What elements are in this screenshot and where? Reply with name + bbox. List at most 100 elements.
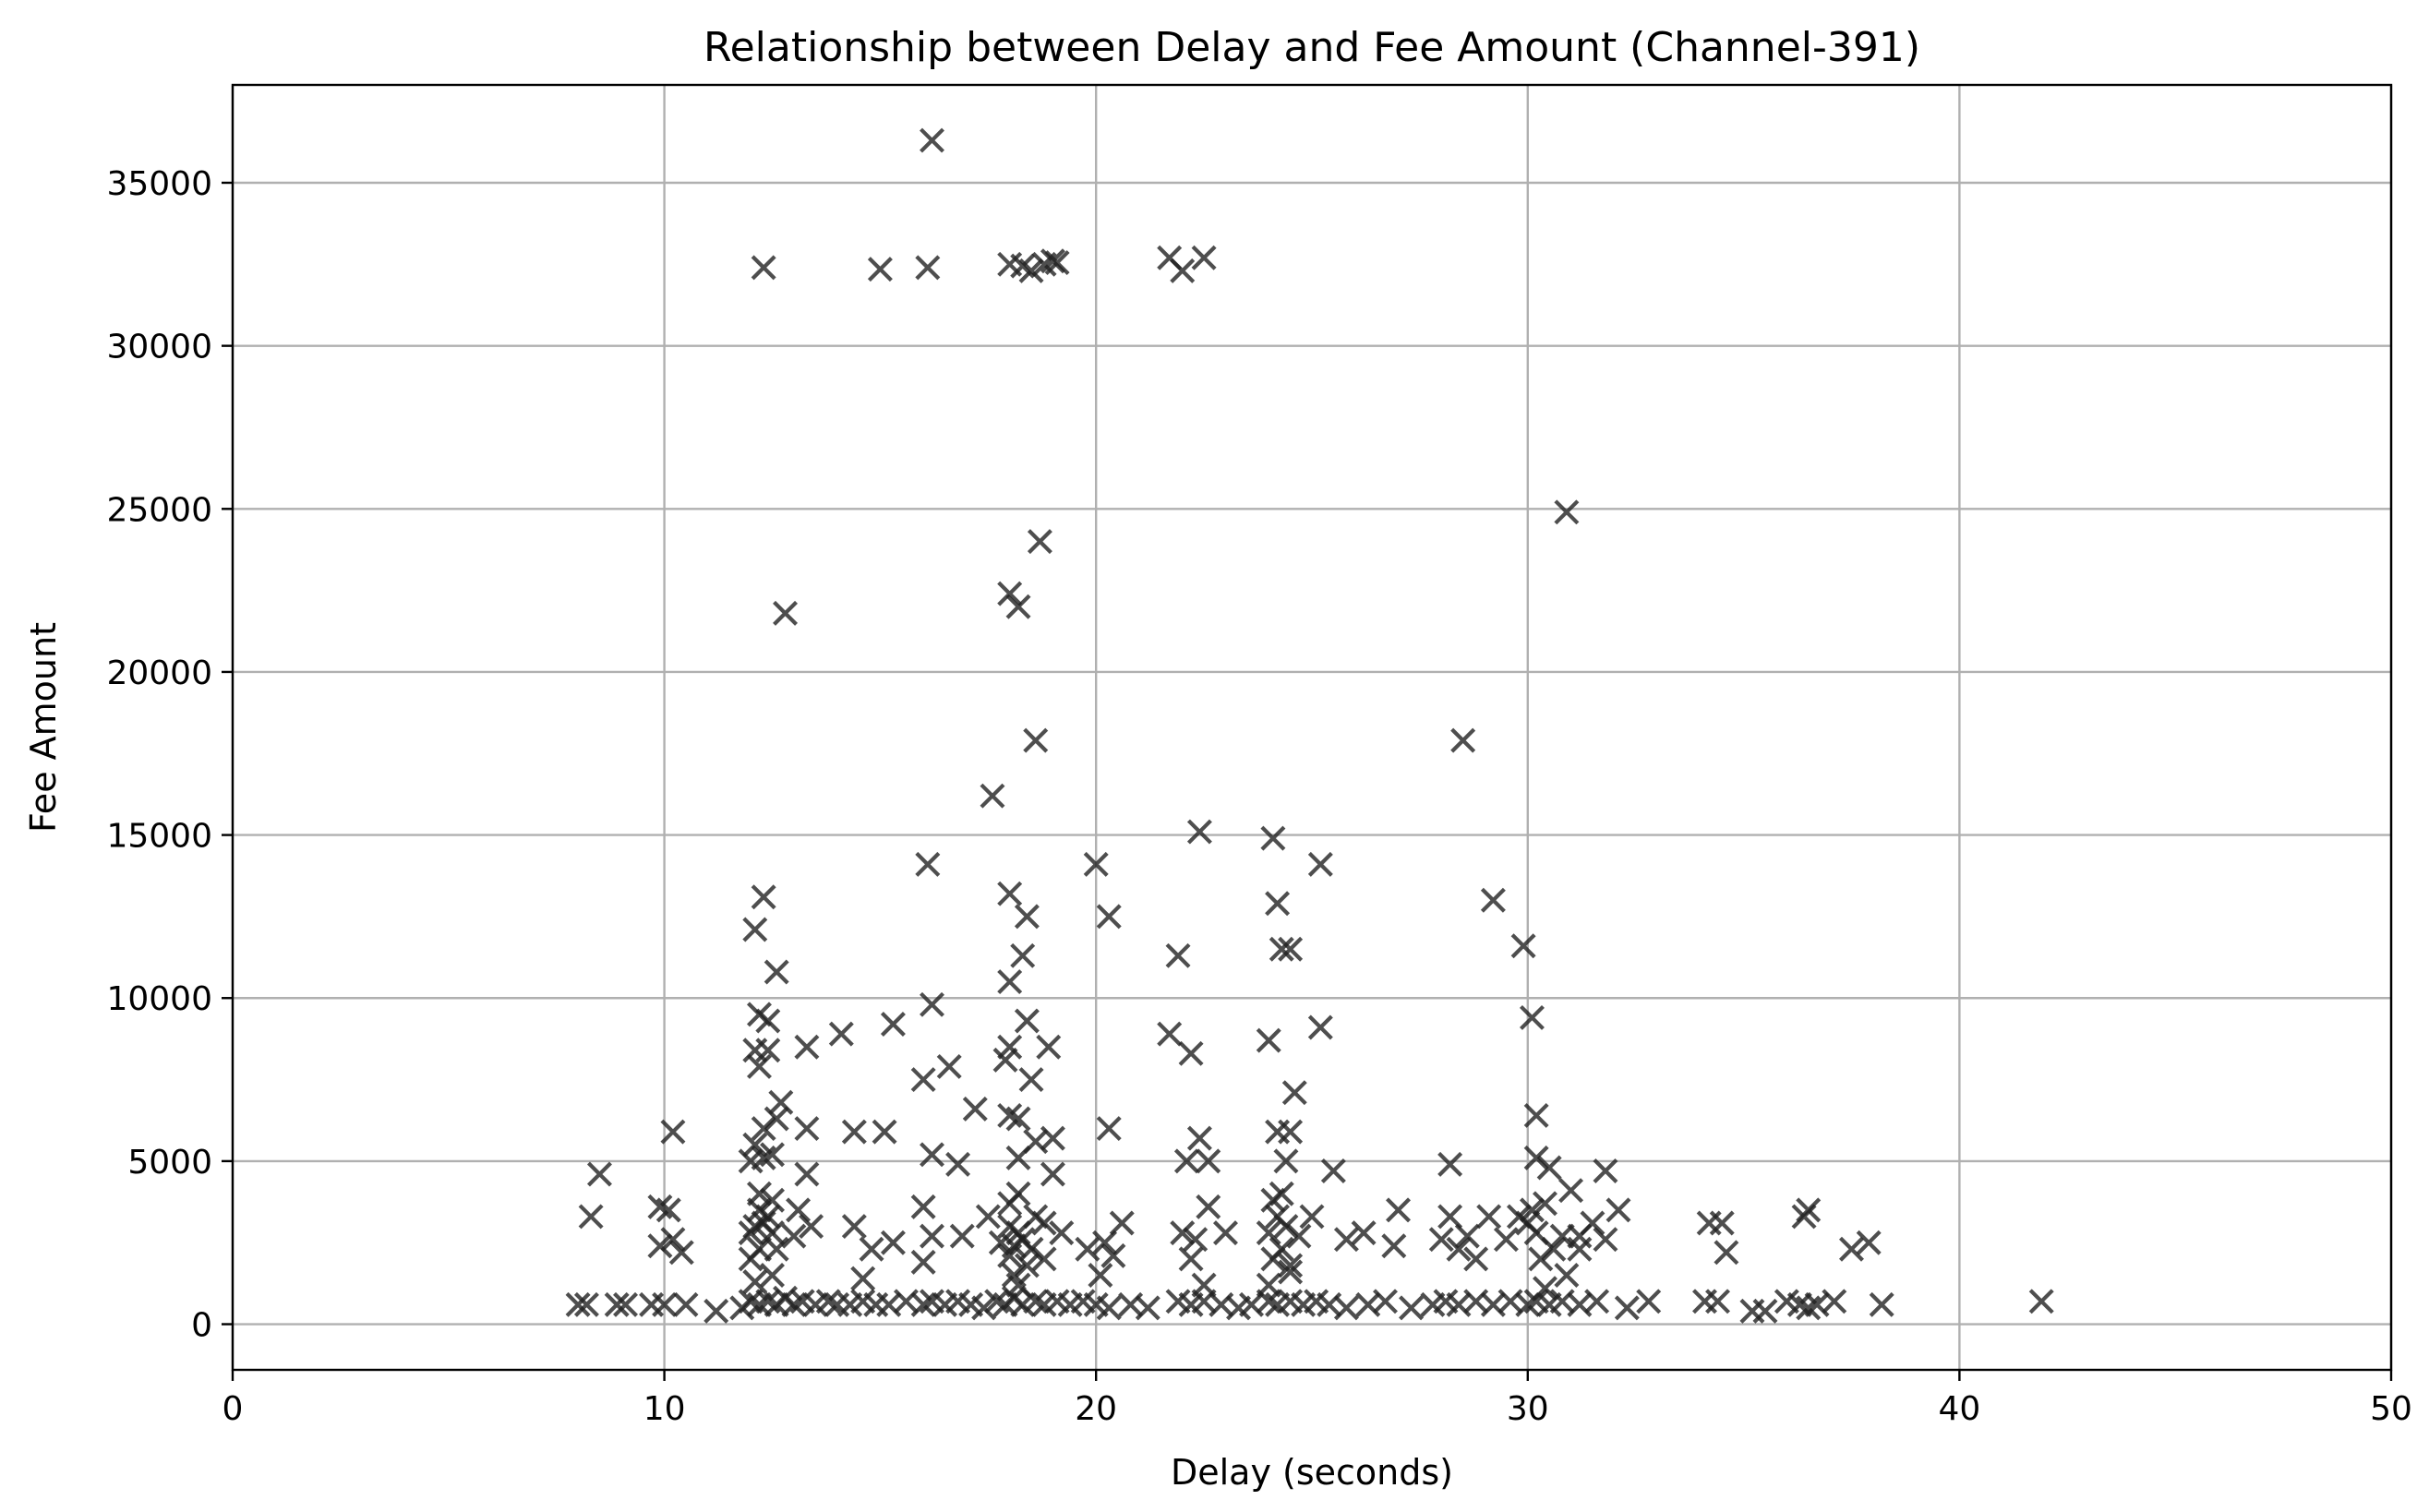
data-point: [1705, 1289, 1731, 1314]
data-point: [920, 1142, 944, 1168]
data-point: [794, 1161, 820, 1187]
data-point: [1040, 1125, 1065, 1151]
data-point: [1183, 1227, 1208, 1253]
data-point: [573, 1291, 599, 1317]
data-point: [1260, 1246, 1286, 1272]
data-point: [755, 1038, 781, 1063]
y-tick-label: 35000: [106, 165, 212, 203]
data-point: [764, 1106, 789, 1132]
data-point: [910, 1194, 936, 1219]
data-point: [1256, 1289, 1281, 1314]
data-point: [971, 1295, 997, 1321]
data-point: [1286, 1223, 1312, 1249]
data-point: [1135, 1295, 1160, 1321]
data-point: [997, 969, 1023, 995]
data-point: [1036, 1034, 1062, 1060]
data-point: [655, 1197, 681, 1223]
chart-title: Relationship between Delay and Fee Amoun…: [703, 24, 1920, 71]
data-point: [910, 1291, 936, 1317]
data-point: [1791, 1204, 1817, 1230]
data-point: [1256, 1027, 1281, 1053]
data-point: [786, 1197, 812, 1223]
data-point: [1839, 1236, 1864, 1262]
data-point: [760, 1263, 785, 1289]
data-point: [799, 1214, 824, 1240]
data-point: [841, 1119, 867, 1145]
data-point: [1554, 1263, 1580, 1289]
data-point: [1523, 1145, 1549, 1170]
data-point: [755, 1008, 781, 1034]
data-point: [647, 1194, 673, 1219]
data-point: [1273, 1148, 1299, 1174]
data-point: [764, 1236, 789, 1262]
data-point: [1558, 1178, 1584, 1204]
data-point: [565, 1291, 591, 1317]
x-tick-label: 20: [1075, 1390, 1117, 1428]
data-point: [1010, 942, 1036, 968]
data-point: [1096, 1295, 1122, 1321]
data-point: [673, 1291, 699, 1317]
marker-layer: [565, 127, 2054, 1324]
data-point: [1536, 1155, 1562, 1181]
data-point: [828, 1021, 854, 1047]
data-point: [742, 1269, 768, 1295]
data-point: [997, 581, 1023, 606]
data-point: [1446, 1236, 1472, 1262]
data-point: [1320, 1158, 1346, 1183]
data-point: [915, 255, 941, 281]
data-point: [841, 1214, 867, 1240]
data-point: [578, 1204, 604, 1230]
y-tick-label: 10000: [106, 980, 212, 1018]
data-point: [1554, 499, 1580, 525]
data-point: [781, 1223, 807, 1249]
data-point: [1031, 1246, 1057, 1272]
data-point: [1614, 1295, 1640, 1321]
y-axis-label: Fee Amount: [23, 622, 64, 833]
data-point: [1523, 1102, 1549, 1128]
data-point: [1044, 250, 1070, 276]
data-point: [920, 991, 944, 1017]
data-point: [1437, 1151, 1463, 1177]
data-point: [1100, 1242, 1126, 1268]
data-point: [1023, 1289, 1049, 1314]
data-point: [1018, 1067, 1044, 1093]
data-point: [920, 127, 944, 153]
data-point: [738, 1246, 764, 1272]
data-point: [1049, 1220, 1075, 1246]
x-tick-label: 40: [1938, 1390, 1980, 1428]
y-tick-label: 0: [191, 1307, 212, 1345]
data-point: [962, 1096, 988, 1122]
x-axis-label: Delay (seconds): [1171, 1452, 1453, 1493]
data-point: [1083, 851, 1109, 877]
x-tick-label: 30: [1507, 1390, 1549, 1428]
data-point: [760, 1142, 785, 1168]
data-point: [586, 1161, 612, 1187]
data-point: [781, 1291, 807, 1317]
data-point: [1605, 1197, 1631, 1223]
data-point: [910, 1249, 936, 1275]
data-point: [1023, 727, 1049, 753]
data-point: [746, 1053, 772, 1079]
data-point: [1307, 1014, 1333, 1040]
data-point: [1191, 245, 1217, 270]
data-point: [1584, 1289, 1610, 1314]
data-point: [1005, 1106, 1031, 1132]
data-point: [751, 884, 776, 910]
data-point: [660, 1119, 686, 1145]
data-point: [652, 1291, 678, 1317]
data-point: [604, 1291, 630, 1317]
data-point: [1381, 1233, 1407, 1259]
data-point: [1636, 1289, 1662, 1314]
data-point: [1528, 1246, 1554, 1272]
data-point: [1005, 594, 1031, 619]
data-point: [1428, 1227, 1454, 1253]
data-point: [1278, 1259, 1304, 1285]
data-point: [915, 851, 941, 877]
data-point: [660, 1227, 686, 1253]
data-point: [1018, 258, 1044, 283]
data-point: [703, 1298, 729, 1324]
data-point: [751, 1145, 776, 1170]
data-point: [1351, 1220, 1377, 1246]
